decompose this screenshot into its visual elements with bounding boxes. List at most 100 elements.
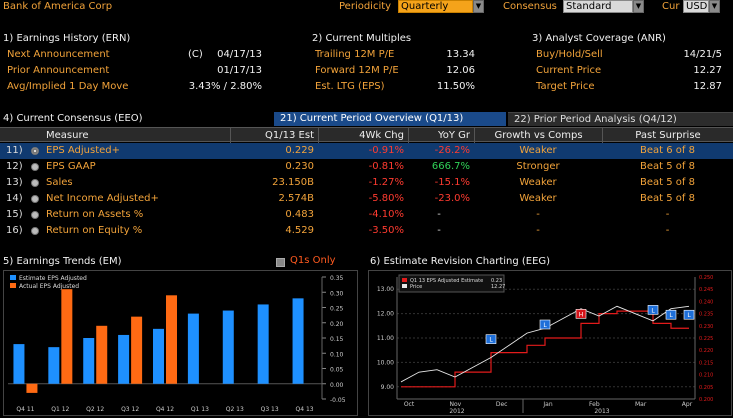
row-radio[interactable] <box>31 179 39 187</box>
row-4wk-chg: -3.50% <box>368 225 404 236</box>
legend-estimate-label: Q1 13 EPS Adjusted Estimate <box>410 278 483 284</box>
header-bar: Bank of America Corp Periodicity Quarter… <box>0 0 733 16</box>
estimate-bar <box>257 304 269 384</box>
x-tick-label: Jan <box>542 401 552 408</box>
estimate-revision-chart: 13.00 12.00 11.00 10.00 9.00 0.250 0.245 0.240 0… <box>377 274 713 415</box>
tab-current-period[interactable]: 21) Current Period Overview (Q1/13) <box>274 112 506 126</box>
right-tick-label: 0.210 <box>699 373 713 379</box>
col-past-surprise[interactable]: Past Surprise <box>602 128 733 143</box>
revision-marker <box>665 309 677 320</box>
table-row[interactable]: 11) EPS Adjusted+ 0.229 -0.91% -26.2% Weaker B… <box>0 143 733 159</box>
periodicity-select[interactable]: Quarterly <box>398 0 473 13</box>
x-tick-label: Q2 13 <box>226 406 244 413</box>
row-yoy: -23.0% <box>434 193 470 204</box>
consensus-dropdown-icon[interactable]: ▼ <box>633 0 644 13</box>
right-tick-label: 0.225 <box>699 336 713 342</box>
ern-prior-value: 01/17/13 <box>217 65 262 76</box>
legend-price-value: 12.27 <box>491 284 505 290</box>
x-tick-label: Q4 12 <box>156 406 174 413</box>
periodicity-dropdown-icon[interactable]: ▼ <box>473 0 484 13</box>
multiples-forward-label: Forward 12M P/E <box>315 65 399 76</box>
row-growth-comps: Weaker <box>519 145 557 156</box>
currency-dropdown-icon[interactable]: ▼ <box>709 0 720 13</box>
row-yoy: - <box>437 209 441 220</box>
row-number: 14) <box>6 193 23 204</box>
col-est[interactable]: Q1/13 Est <box>230 128 318 143</box>
year-label: 2013 <box>594 408 609 415</box>
col-yoy[interactable]: YoY Gr <box>408 128 474 143</box>
row-past-surprise: Beat 6 of 8 <box>640 145 695 156</box>
right-tick-label: 0.235 <box>699 312 713 318</box>
estimate-bar <box>222 310 234 384</box>
estimate-bar <box>187 313 199 384</box>
revision-marker-label: H <box>579 311 584 318</box>
q1s-only-label[interactable]: Q1s Only <box>290 255 336 266</box>
row-measure[interactable]: EPS Adjusted+ <box>46 145 121 156</box>
col-measure[interactable]: Measure <box>46 130 89 141</box>
x-tick-label: Oct <box>404 401 415 408</box>
table-row[interactable]: 16) Return on Equity % 4.529 -3.50% - - - <box>0 223 733 239</box>
row-est: 0.230 <box>285 161 314 172</box>
y-tick-label: 0.20 <box>330 321 344 328</box>
ern-next-flag: (C) <box>188 49 203 60</box>
estimate-bar <box>13 344 25 384</box>
row-yoy: - <box>437 225 441 236</box>
row-measure[interactable]: Return on Assets % <box>46 209 144 220</box>
actual-bar <box>96 325 108 384</box>
tab-prior-period[interactable]: 22) Prior Period Analysis (Q4/12) <box>508 112 733 126</box>
ern-title[interactable]: 1) Earnings History (ERN) <box>3 33 131 44</box>
left-tick-label: 13.00 <box>377 286 394 293</box>
ern-move-value: 3.43% / 2.80% <box>188 81 262 92</box>
x-tick-label: Q4 13 <box>296 406 314 413</box>
row-measure[interactable]: Return on Equity % <box>46 225 143 236</box>
row-radio[interactable] <box>31 195 39 203</box>
table-row[interactable]: 12) EPS GAAP 0.230 -0.81% 666.7% Stronger Beat… <box>0 159 733 175</box>
anr-title[interactable]: 3) Analyst Coverage (ANR) <box>532 33 666 44</box>
row-past-surprise: Beat 5 of 8 <box>640 161 695 172</box>
row-radio[interactable] <box>31 163 39 171</box>
col-growth-comps[interactable]: Growth vs Comps <box>474 128 602 143</box>
col-4wk-chg[interactable]: 4Wk Chg <box>318 128 408 143</box>
left-tick-label: 12.00 <box>377 311 394 318</box>
row-past-surprise: - <box>665 209 670 220</box>
consensus-select[interactable]: Standard <box>563 0 633 13</box>
legend-price-label: Price <box>410 284 422 290</box>
row-measure[interactable]: Sales <box>46 177 73 188</box>
consensus-title[interactable]: 4) Current Consensus (EEO) <box>3 113 143 124</box>
estimate-bar <box>118 334 130 384</box>
multiples-forward-value: 12.06 <box>446 65 475 76</box>
left-tick-label: 9.00 <box>381 384 395 391</box>
row-growth-comps: - <box>536 225 540 236</box>
row-radio[interactable] <box>31 147 39 155</box>
row-measure[interactable]: EPS GAAP <box>46 161 96 172</box>
row-measure[interactable]: Net Income Adjusted+ <box>46 193 159 204</box>
anr-current-value: 12.27 <box>693 65 722 76</box>
left-tick-label: 11.00 <box>377 335 394 342</box>
row-radio[interactable] <box>31 211 39 219</box>
row-4wk-chg: -0.91% <box>368 145 404 156</box>
revision-marker <box>647 305 659 315</box>
anr-current-label: Current Price <box>536 65 602 76</box>
row-growth-comps: - <box>536 209 540 220</box>
right-tick-label: 0.215 <box>699 360 713 366</box>
q1s-only-checkbox[interactable] <box>276 258 285 267</box>
table-row[interactable]: 15) Return on Assets % 0.483 -4.10% - - - <box>0 207 733 223</box>
table-row[interactable]: 14) Net Income Adjusted+ 2.574B -5.80% -23.0… <box>0 191 733 207</box>
consensus-label: Consensus <box>503 1 557 12</box>
currency-select[interactable]: USD <box>683 0 709 13</box>
table-row[interactable]: 13) Sales 23.150B -1.27% -15.1% Weaker Beat 5 … <box>0 175 733 191</box>
legend-actual-swatch <box>10 283 16 288</box>
revision-marker <box>683 309 695 320</box>
legend-price-swatch <box>402 284 407 288</box>
anr-bhs-value: 14/21/5 <box>683 49 722 60</box>
y-tick-label: 0.25 <box>330 306 344 313</box>
trends-title[interactable]: 5) Earnings Trends (EM) <box>3 256 122 267</box>
actual-bar <box>131 316 143 384</box>
row-growth-comps: Weaker <box>519 193 557 204</box>
legend-estimate-swatch <box>402 278 407 282</box>
consensus-table-header: Measure Q1/13 Est 4Wk Chg YoY Gr Growth … <box>0 127 733 143</box>
revision-title[interactable]: 6) Estimate Revision Charting (EEG) <box>370 256 551 267</box>
x-tick-label: Q1 13 <box>191 406 209 413</box>
x-tick-label: Nov <box>449 401 461 408</box>
row-radio[interactable] <box>31 227 39 235</box>
